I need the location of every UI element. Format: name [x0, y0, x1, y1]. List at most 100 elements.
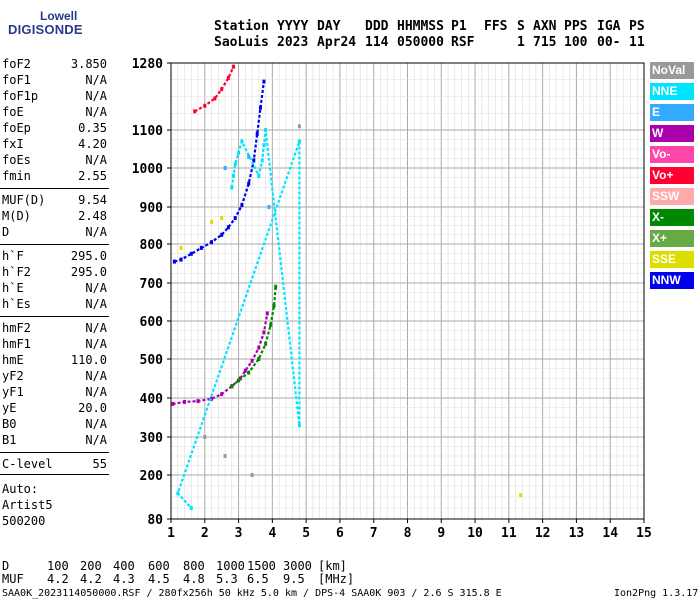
header-value-1: 2023 — [277, 35, 309, 50]
legend-item-w: W — [650, 125, 694, 142]
footer-muf-value: 9.5 — [283, 572, 305, 586]
param-row-ye: yE 20.0 — [2, 401, 107, 417]
legend-item-nnw: NNW — [650, 272, 694, 289]
param-key: foEs — [2, 153, 31, 167]
param-value: N/A — [85, 369, 107, 383]
echo-point — [220, 232, 224, 237]
echo-point — [274, 284, 278, 289]
param-separator — [0, 474, 109, 475]
param-value: N/A — [85, 153, 107, 167]
ionogram-chart: 1 2 3 4 5 6 7 8 9 10 11 12 13 14 158020030040050060070… — [132, 57, 652, 541]
echo-point — [232, 64, 235, 69]
header-label-11: PS — [629, 19, 645, 34]
echo-point — [247, 370, 251, 375]
echo-point — [171, 401, 175, 406]
echo-point — [247, 181, 251, 186]
echo-point — [172, 259, 176, 264]
echo-point — [243, 368, 247, 373]
param-row-hmf1: hmF1 N/A — [2, 337, 107, 353]
header-label-1: YYYY — [277, 19, 309, 34]
footer-distance-unit: [km] — [318, 559, 347, 573]
echo-point — [226, 75, 230, 80]
legend-item-x: X- — [650, 209, 694, 226]
series-nnw — [172, 79, 266, 264]
x-tick-label: 15 — [636, 526, 652, 541]
y-tick-label: 80 — [147, 513, 163, 528]
footer-muf-value: 4.2 — [47, 572, 69, 586]
x-tick-label: 3 — [235, 526, 243, 541]
param-value: 295.0 — [70, 265, 107, 279]
param-value: 2.55 — [78, 169, 107, 183]
file-info: SAA0K_2023114050000.RSF / 280fx256h 50 k… — [2, 588, 502, 599]
footer-distance-value: 3000 — [283, 559, 312, 573]
y-tick-label: 1000 — [132, 162, 163, 177]
series-e — [223, 154, 271, 209]
param-row-b0: B0 N/A — [2, 417, 107, 433]
footer-muf-value: 4.2 — [80, 572, 102, 586]
footer-distance-value: 1000 — [216, 559, 245, 573]
legend-item-e: E — [650, 104, 694, 121]
echo-point — [203, 103, 207, 108]
param-value: 0.35 — [78, 121, 107, 135]
legend-item-noval: NoVal — [650, 62, 694, 79]
footer-distance-label: D — [2, 559, 10, 573]
param-value: N/A — [85, 297, 107, 311]
echo-point — [213, 96, 217, 101]
header-label-8: AXN — [533, 19, 557, 34]
echo-point — [183, 399, 186, 404]
footer-muf-unit: [MHz] — [318, 572, 355, 586]
param-key: foEp — [2, 121, 31, 135]
footer-muf-label: MUF — [2, 572, 24, 586]
y-tick-label: 600 — [140, 315, 164, 330]
param-value: N/A — [85, 337, 107, 351]
y-tick-label: 400 — [140, 392, 164, 407]
param-value: N/A — [85, 281, 107, 295]
trace-line — [174, 81, 265, 263]
footer-distance-value: 200 — [80, 559, 102, 573]
trace-line — [194, 66, 235, 113]
x-tick-label: 12 — [535, 526, 551, 541]
param-row-fxi: fxI 4.20 — [2, 137, 107, 153]
y-tick-label: 700 — [140, 277, 164, 292]
echo-point — [193, 109, 197, 114]
echo-point — [179, 257, 183, 262]
param-row-hes: h`Es N/A — [2, 297, 107, 313]
echo-point — [269, 322, 273, 327]
param-value: N/A — [85, 417, 107, 431]
param-key: hmE — [2, 353, 24, 367]
param-row-hme: hmE 110.0 — [2, 353, 107, 369]
header-label-0: Station — [214, 19, 269, 34]
param-row-fmin: fmin 2.55 — [2, 169, 107, 185]
series-vo — [193, 64, 235, 114]
legend-item-vo: Vo- — [650, 146, 694, 163]
param-value: N/A — [85, 89, 107, 103]
param-row-yf1: yF1 N/A — [2, 385, 107, 401]
param-value: N/A — [85, 73, 107, 87]
echo-point — [203, 435, 207, 439]
param-row-foe: foE N/A — [2, 105, 107, 121]
logo-lowell-text: Lowell — [40, 9, 78, 23]
auto-label: Auto: — [2, 482, 39, 496]
y-tick-label: 200 — [140, 469, 164, 484]
param-value: 110.0 — [70, 353, 107, 367]
param-key: foF2 — [2, 57, 31, 71]
param-key: foE — [2, 105, 24, 119]
echo-point — [220, 392, 224, 397]
axis-ticks: 1 2 3 4 5 6 7 8 9 10 11 12 13 14 158020030040050060070… — [132, 57, 652, 541]
param-key: yF1 — [2, 385, 24, 399]
legend-item-nne: NNE — [650, 83, 694, 100]
param-value: 9.54 — [78, 193, 107, 207]
x-tick-label: 13 — [569, 526, 585, 541]
header-label-4: HHMMSS — [397, 19, 444, 34]
echo-point — [237, 378, 241, 383]
echo-point — [223, 166, 227, 170]
version-info: Ion2Png 1.3.17 — [614, 588, 699, 599]
param-value: N/A — [85, 105, 107, 119]
echo-point — [233, 162, 237, 167]
header-label-10: IGA — [597, 19, 621, 34]
echo-point — [210, 219, 213, 224]
logo-digisonde-text: DIGISONDE — [8, 22, 83, 37]
echo-point — [233, 216, 237, 221]
legend-item-x: X+ — [650, 230, 694, 247]
echo-point — [260, 158, 264, 163]
